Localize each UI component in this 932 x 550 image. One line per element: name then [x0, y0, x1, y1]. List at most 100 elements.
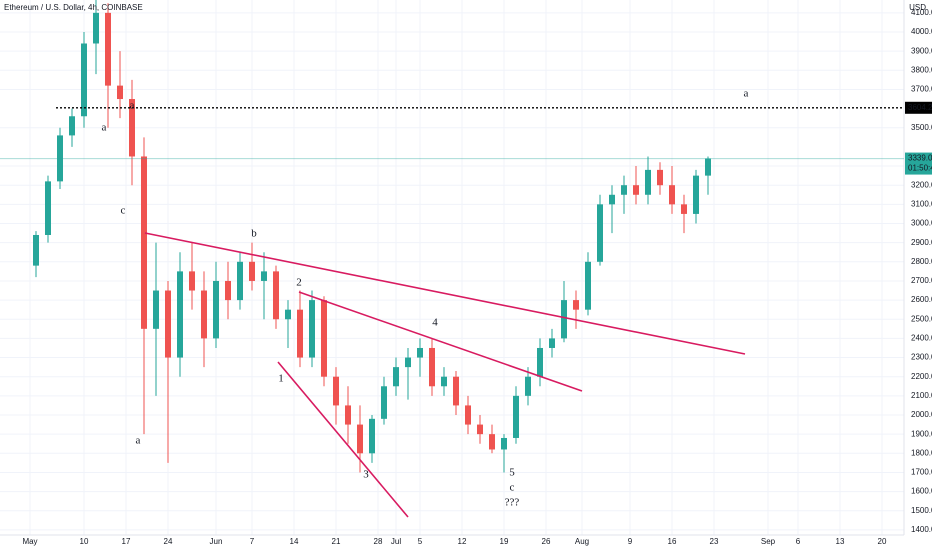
trend-line — [144, 232, 746, 355]
candle-body — [477, 424, 483, 435]
candle-body — [513, 395, 519, 438]
y-tick-label: 2600.00 — [911, 295, 932, 304]
x-tick-label: 17 — [122, 537, 131, 546]
candle-body — [693, 175, 699, 214]
y-tick-label: 2800.00 — [911, 257, 932, 266]
y-tick-label: 2100.00 — [911, 391, 932, 400]
candle-body — [597, 204, 603, 262]
candle-body — [117, 85, 123, 100]
candle-body — [237, 261, 243, 301]
candle-body — [33, 234, 39, 266]
y-tick-label: 3700.00 — [911, 85, 932, 94]
candle-body — [705, 158, 711, 176]
candle-body — [429, 347, 435, 387]
last-price-label: 3339.05 — [908, 154, 932, 163]
candle-body — [549, 338, 555, 348]
x-tick-label: 9 — [628, 537, 633, 546]
candle-body — [633, 185, 639, 195]
candle-body — [105, 12, 111, 86]
candle-body — [69, 116, 75, 136]
y-tick-label: 1600.00 — [911, 487, 932, 496]
hline-label: 3604.24 — [908, 103, 932, 112]
candle-body — [45, 181, 51, 235]
y-tick-label: 2200.00 — [911, 372, 932, 381]
wave-label: 5 — [509, 467, 515, 479]
wave-label: c — [121, 205, 126, 217]
y-tick-label: 2400.00 — [911, 334, 932, 343]
x-tick-label: 7 — [250, 537, 255, 546]
x-tick-label: May — [22, 537, 37, 546]
wave-label: a — [136, 435, 141, 447]
y-tick-label: 3800.00 — [911, 65, 932, 74]
candle-body — [165, 290, 171, 358]
x-tick-label: 12 — [458, 537, 467, 546]
candle-body — [609, 194, 615, 205]
candle-body — [585, 261, 591, 310]
y-tick-label: 3900.00 — [911, 46, 932, 55]
x-tick-label: Sep — [761, 537, 776, 546]
y-tick-label: 1800.00 — [911, 448, 932, 457]
candle-body — [489, 434, 495, 450]
y-tick-label: 4100.00 — [911, 8, 932, 17]
wave-label: a — [744, 88, 749, 100]
candle-body — [393, 367, 399, 387]
y-tick-label: 2900.00 — [911, 238, 932, 247]
candle-body — [249, 261, 255, 281]
countdown-label: 01:50:46 — [908, 164, 932, 173]
x-tick-label: Aug — [575, 537, 589, 546]
candle-body — [417, 347, 423, 358]
candle-body — [525, 376, 531, 396]
x-tick-label: 24 — [164, 537, 173, 546]
x-tick-label: 14 — [290, 537, 299, 546]
candle-body — [453, 376, 459, 406]
candle-body — [405, 357, 411, 368]
candle-body — [321, 300, 327, 377]
candle-body — [177, 271, 183, 358]
candle-body — [537, 347, 543, 377]
candle-body — [645, 169, 651, 195]
y-tick-label: 1400.00 — [911, 525, 932, 534]
y-tick-label: 1500.00 — [911, 506, 932, 515]
chart-title: Ethereum / U.S. Dollar, 4h, COINBASE — [4, 3, 143, 12]
y-tick-label: 3200.00 — [911, 180, 932, 189]
y-tick-label: 3100.00 — [911, 199, 932, 208]
wave-label: 4 — [432, 317, 438, 329]
y-tick-label: 2500.00 — [911, 314, 932, 323]
x-tick-label: 10 — [80, 537, 89, 546]
candle-body — [141, 156, 147, 329]
wave-label: a — [130, 100, 135, 112]
candle-body — [657, 169, 663, 186]
wave-label: 3 — [363, 469, 369, 481]
x-tick-label: 16 — [668, 537, 677, 546]
candle-body — [129, 99, 135, 157]
y-tick-label: 2700.00 — [911, 276, 932, 285]
candle-body — [561, 300, 567, 339]
y-tick-label: 1900.00 — [911, 429, 932, 438]
candle-body — [345, 405, 351, 425]
y-tick-label: 1700.00 — [911, 468, 932, 477]
wave-label: c — [510, 482, 515, 494]
trend-line — [277, 361, 409, 518]
candle-body — [81, 43, 87, 117]
candle-body — [273, 271, 279, 320]
x-tick-label: 19 — [500, 537, 509, 546]
x-tick-label: Jul — [391, 537, 401, 546]
x-tick-label: 26 — [542, 537, 551, 546]
candle-body — [261, 271, 267, 281]
candle-body — [213, 280, 219, 339]
candle-body — [681, 204, 687, 214]
candle-body — [201, 290, 207, 339]
candle-body — [621, 185, 627, 195]
wave-label: a — [102, 122, 107, 134]
candle-body — [573, 300, 579, 310]
candle-body — [189, 271, 195, 291]
x-tick-label: 21 — [332, 537, 341, 546]
wave-label: b — [251, 228, 257, 240]
y-tick-label: 4000.00 — [911, 27, 932, 36]
candle-body — [153, 290, 159, 329]
x-tick-label: 5 — [418, 537, 423, 546]
last-price-bg — [905, 152, 932, 175]
candle-body — [369, 418, 375, 454]
candle-body — [333, 376, 339, 406]
